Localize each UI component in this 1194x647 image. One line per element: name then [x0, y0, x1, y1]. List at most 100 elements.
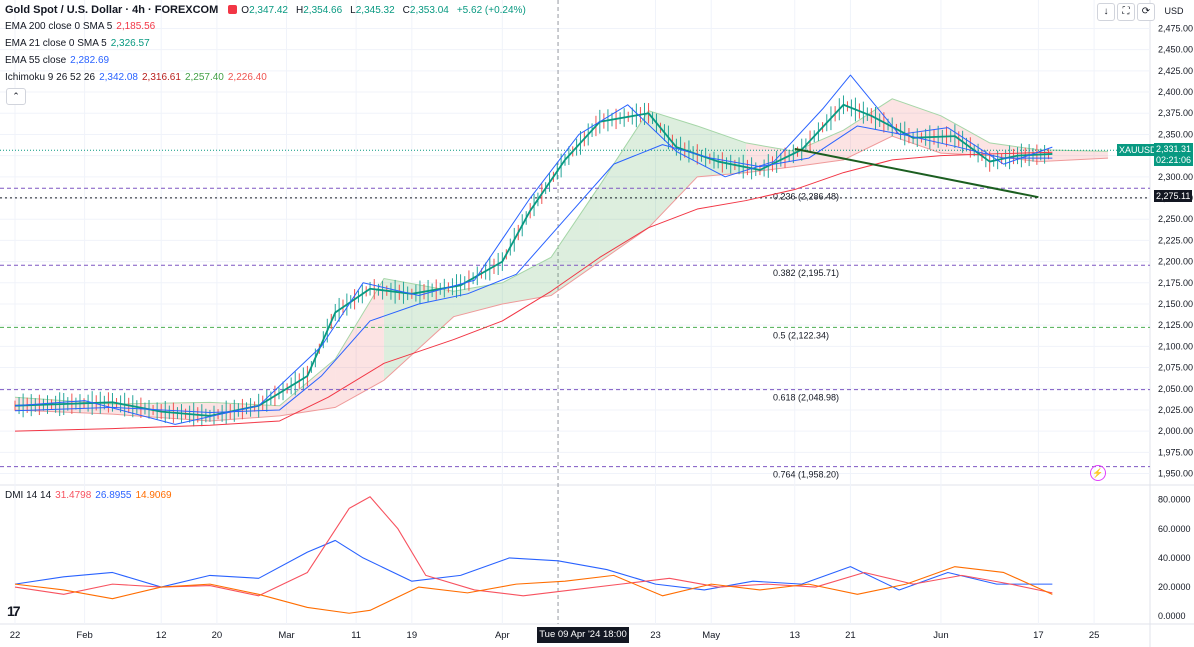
x-tick-label: 17	[1033, 630, 1044, 641]
crosshair-date-label: Tue 09 Apr '24 18:00	[537, 627, 629, 643]
level-price-tag: 2,275.11	[1154, 190, 1193, 202]
indicator-row[interactable]: EMA 200 close 0 SMA 5 2,185.56	[5, 20, 159, 34]
x-tick-label: 25	[1089, 630, 1100, 641]
cloud-segment	[502, 257, 552, 304]
trendline	[794, 147, 1039, 199]
cloud-segment	[599, 110, 649, 262]
y-tick-label: 2,125.00	[1158, 320, 1193, 330]
x-tick-label: 20	[212, 630, 223, 641]
y-tick-label: 2,400.00	[1158, 87, 1193, 97]
dmi-y-tick-label: 80.0000	[1158, 495, 1191, 505]
dmi-line-di	[14, 496, 1053, 597]
ohlc-item: L2,345.32	[350, 5, 399, 16]
senkou-b-line	[14, 135, 1109, 422]
indicator-label: EMA 21 close 0 SMA 5	[5, 38, 107, 49]
ohlc-value: 2,345.32	[355, 5, 395, 16]
cloud-segment	[648, 110, 698, 228]
indicator-value: 2,185.56	[116, 21, 156, 32]
y-tick-label: 2,100.00	[1158, 341, 1193, 351]
cloud-segment	[551, 185, 600, 296]
axes: 1,950.00 1,975.00 2,000.00 2,025.00 2,050.00…	[10, 23, 1193, 641]
x-tick-label: 13	[789, 630, 800, 641]
dmi-value: 31.4798	[55, 490, 92, 501]
indicator-value: 2,282.69	[70, 55, 110, 66]
dmi-y-tick-label: 20.0000	[1158, 582, 1191, 592]
y-tick-label: 2,050.00	[1158, 384, 1193, 394]
symbol-title[interactable]: Gold Spot / U.S. Dollar · 4h · FOREXCOM	[5, 4, 219, 16]
ohlc-label: L	[350, 5, 356, 16]
y-tick-label: 2,225.00	[1158, 235, 1193, 245]
split-view-button[interactable]: ⛶	[1117, 3, 1135, 21]
ohlc-item: +5.62 (+0.24%)	[457, 5, 530, 16]
dmi-value: 14.9069	[135, 490, 172, 501]
cloud-segment	[746, 142, 795, 173]
symbol-legend: Gold Spot / U.S. Dollar · 4h · FOREXCOM O…	[5, 3, 538, 18]
ohlc-label: C	[402, 5, 410, 16]
ohlc-value: +5.62 (+0.24%)	[456, 5, 526, 16]
dmi-y-tick-label: 60.0000	[1158, 524, 1191, 534]
dmi-y-tick-label: 0.0000	[1158, 611, 1186, 621]
x-tick-label: 19	[407, 630, 418, 641]
indicator-value: 2,342.08	[99, 72, 138, 83]
fib-level-label: 0.5 (2,122.34)	[773, 330, 829, 340]
x-tick-label: Apr	[495, 630, 510, 641]
ohlc-value: 2,354.66	[303, 5, 343, 16]
fib-level-label: 0.236 (2,286.48)	[773, 191, 839, 201]
dmi-series	[14, 496, 1053, 614]
ohlc-label: H	[296, 5, 304, 16]
indicator-value: 2,257.40	[184, 72, 224, 83]
y-tick-label: 2,150.00	[1158, 299, 1193, 309]
indicator-row[interactable]: EMA 55 close 2,282.69	[5, 54, 113, 68]
y-tick-label: 2,025.00	[1158, 405, 1193, 415]
indicator-label: EMA 55 close	[5, 55, 67, 66]
ohlc-values: O2,347.42 H2,354.66 L2,345.32 C2,353.04 +5.6…	[241, 5, 534, 16]
cloud-segment	[383, 278, 454, 381]
collapse-legend-button[interactable]: ⌃	[6, 88, 26, 105]
series-line-ema-21	[14, 103, 1053, 417]
dmi-y-tick-label: 40.0000	[1158, 553, 1191, 563]
y-tick-label: 2,425.00	[1158, 66, 1193, 76]
flag-icon	[228, 5, 238, 14]
y-tick-label: 2,075.00	[1158, 363, 1193, 373]
refresh-button[interactable]: ⟳	[1137, 3, 1155, 21]
countdown-tag: 02:21:06	[1154, 154, 1194, 166]
ichimoku-cloud	[14, 98, 1109, 422]
lightning-icon[interactable]: ⚡	[1090, 465, 1106, 481]
y-tick-label: 2,175.00	[1158, 278, 1193, 288]
dmi-value: 26.8955	[95, 490, 132, 501]
y-tick-label: 2,350.00	[1158, 129, 1193, 139]
dmi-line-di	[14, 539, 1053, 591]
dmi-label: DMI 14 14	[5, 490, 52, 501]
down-arrow-button[interactable]: ↓	[1097, 3, 1115, 21]
fibonacci-levels: 0.236 (2,286.48) 0.382 (2,195.71) 0.5 (2,1…	[0, 149, 1150, 480]
y-tick-label: 2,250.00	[1158, 214, 1193, 224]
x-tick-label: 11	[351, 630, 361, 641]
x-tick-label: 23	[650, 630, 661, 641]
fib-level-label: 0.382 (2,195.71)	[773, 268, 839, 278]
ohlc-item: O2,347.42	[241, 5, 292, 16]
ohlc-item: C2,353.04	[403, 5, 453, 16]
indicator-label: EMA 200 close 0 SMA 5	[5, 21, 113, 32]
tradingview-logo-icon: 17	[7, 603, 21, 619]
last-price-tag: 2,331.31	[1154, 143, 1194, 155]
indicator-row[interactable]: Ichimoku 9 26 52 26 2,342.08 2,316.61 2,257…	[5, 71, 271, 85]
x-tick-label: Mar	[278, 630, 294, 641]
y-tick-label: 2,450.00	[1158, 45, 1193, 55]
price-series	[14, 74, 1053, 432]
fib-level-label: 0.764 (1,958.20)	[773, 470, 839, 480]
dmi-legend: DMI 14 14 31.4798 26.8955 14.9069	[5, 489, 176, 503]
x-tick-label: 12	[156, 630, 167, 641]
fib-level-label: 0.618 (2,048.98)	[773, 393, 839, 403]
indicator-row[interactable]: EMA 21 close 0 SMA 5 2,326.57	[5, 37, 154, 51]
x-tick-label: 22	[10, 630, 21, 641]
ohlc-value: 2,353.04	[409, 5, 449, 16]
indicator-label: Ichimoku 9 26 52 26	[5, 72, 96, 83]
senkou-a-line	[14, 98, 1109, 407]
currency-button[interactable]: USD	[1164, 6, 1184, 16]
y-tick-label: 2,475.00	[1158, 23, 1193, 33]
cloud-segment	[794, 130, 844, 167]
cloud-segment	[335, 278, 384, 408]
series-line-ema-200	[14, 151, 1053, 432]
